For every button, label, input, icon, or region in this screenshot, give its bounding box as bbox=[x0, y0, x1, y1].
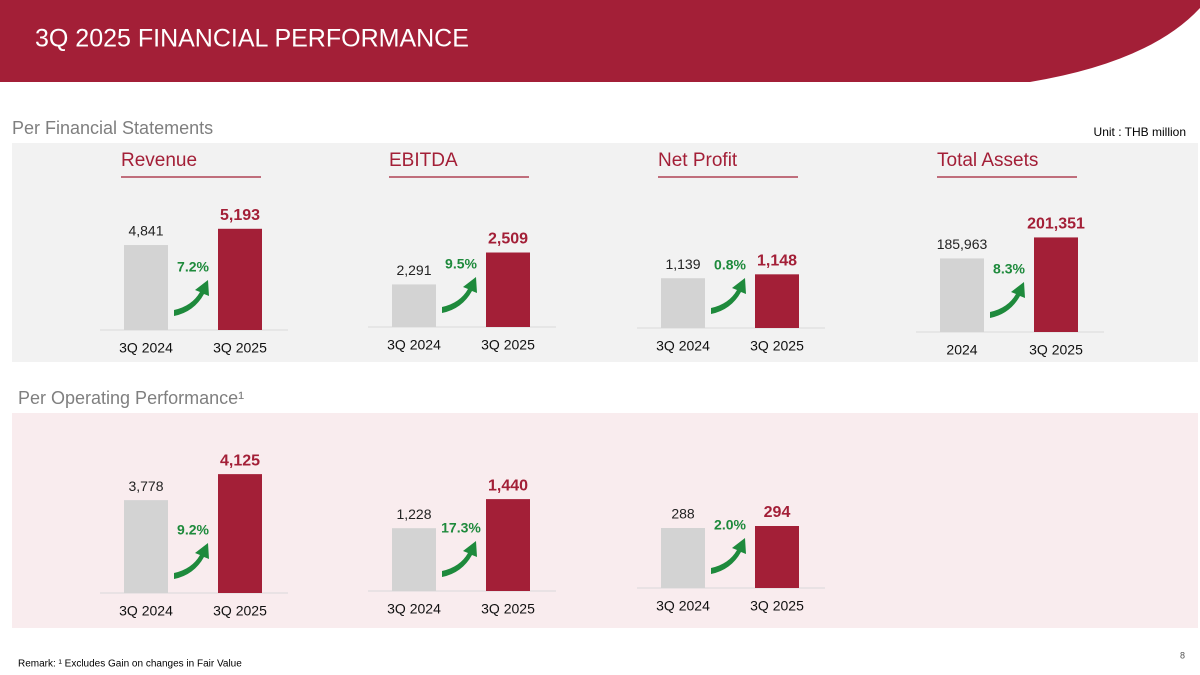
section-title: Per Financial Statements bbox=[12, 118, 213, 138]
x-tick-label: 3Q 2025 bbox=[213, 340, 267, 356]
bar bbox=[124, 500, 168, 593]
x-tick-label: 3Q 2025 bbox=[213, 603, 267, 619]
value-label: 185,963 bbox=[937, 236, 988, 252]
x-tick-label: 3Q 2025 bbox=[750, 338, 804, 354]
value-label: 201,351 bbox=[1027, 216, 1085, 233]
value-label: 1,440 bbox=[488, 477, 528, 494]
growth-label: 8.3% bbox=[993, 261, 1025, 277]
bar bbox=[486, 252, 530, 327]
value-label: 5,193 bbox=[220, 207, 260, 224]
growth-label: 9.5% bbox=[445, 256, 477, 272]
bar bbox=[755, 526, 799, 588]
x-tick-label: 3Q 2025 bbox=[1029, 342, 1083, 358]
x-tick-label: 3Q 2024 bbox=[119, 603, 173, 619]
bar bbox=[661, 278, 705, 328]
chart-title: EBITDA bbox=[389, 150, 458, 171]
chart-title: Total Assets bbox=[937, 150, 1038, 171]
value-label: 4,841 bbox=[128, 223, 163, 239]
panel bbox=[12, 143, 1198, 362]
value-label: 1,139 bbox=[665, 256, 700, 272]
x-tick-label: 3Q 2024 bbox=[387, 601, 441, 617]
bar bbox=[661, 528, 705, 588]
value-label: 1,228 bbox=[396, 506, 431, 522]
bar bbox=[755, 274, 799, 328]
value-label: 2,509 bbox=[488, 231, 528, 248]
x-tick-label: 3Q 2025 bbox=[481, 337, 535, 353]
bar bbox=[392, 528, 436, 591]
chart-title: Revenue bbox=[121, 150, 197, 171]
x-tick-label: 2024 bbox=[946, 342, 977, 358]
growth-arrow bbox=[990, 282, 1025, 318]
growth-arrow bbox=[711, 278, 746, 314]
growth-arrow bbox=[711, 538, 746, 574]
x-tick-label: 3Q 2024 bbox=[387, 337, 441, 353]
bar bbox=[124, 245, 168, 330]
value-label: 3,778 bbox=[128, 478, 163, 494]
growth-label: 7.2% bbox=[177, 259, 209, 275]
growth-label: 0.8% bbox=[714, 257, 746, 273]
value-label: 1,148 bbox=[757, 253, 797, 270]
x-tick-label: 3Q 2025 bbox=[750, 598, 804, 614]
bar bbox=[486, 499, 530, 591]
x-tick-label: 3Q 2024 bbox=[656, 598, 710, 614]
growth-arrow bbox=[174, 280, 209, 316]
growth-arrow bbox=[442, 541, 477, 577]
growth-arrow bbox=[174, 543, 209, 579]
bar bbox=[940, 258, 984, 332]
page-number: 8 bbox=[1180, 650, 1185, 660]
slide-title: 3Q 2025 FINANCIAL PERFORMANCE bbox=[35, 25, 469, 53]
growth-label: 17.3% bbox=[441, 520, 481, 536]
x-tick-label: 3Q 2024 bbox=[119, 340, 173, 356]
bar bbox=[1034, 237, 1078, 332]
growth-label: 9.2% bbox=[177, 522, 209, 538]
remark: Remark: ¹ Excludes Gain on changes in Fa… bbox=[18, 659, 242, 670]
value-label: 4,125 bbox=[220, 452, 260, 469]
growth-arrow bbox=[442, 277, 477, 313]
chart-title: Net Profit bbox=[658, 150, 738, 171]
bar bbox=[392, 284, 436, 327]
x-tick-label: 3Q 2025 bbox=[481, 601, 535, 617]
bar bbox=[218, 474, 262, 593]
value-label: 288 bbox=[671, 506, 695, 522]
growth-label: 2.0% bbox=[714, 517, 746, 533]
panel bbox=[12, 413, 1198, 628]
section-title: Per Operating Performance¹ bbox=[18, 388, 244, 408]
bar bbox=[218, 228, 262, 330]
x-tick-label: 3Q 2024 bbox=[656, 338, 710, 354]
value-label: 2,291 bbox=[396, 262, 431, 278]
header-band bbox=[0, 0, 1200, 82]
unit-note: Unit : THB million bbox=[1094, 125, 1186, 139]
value-label: 294 bbox=[764, 504, 791, 521]
